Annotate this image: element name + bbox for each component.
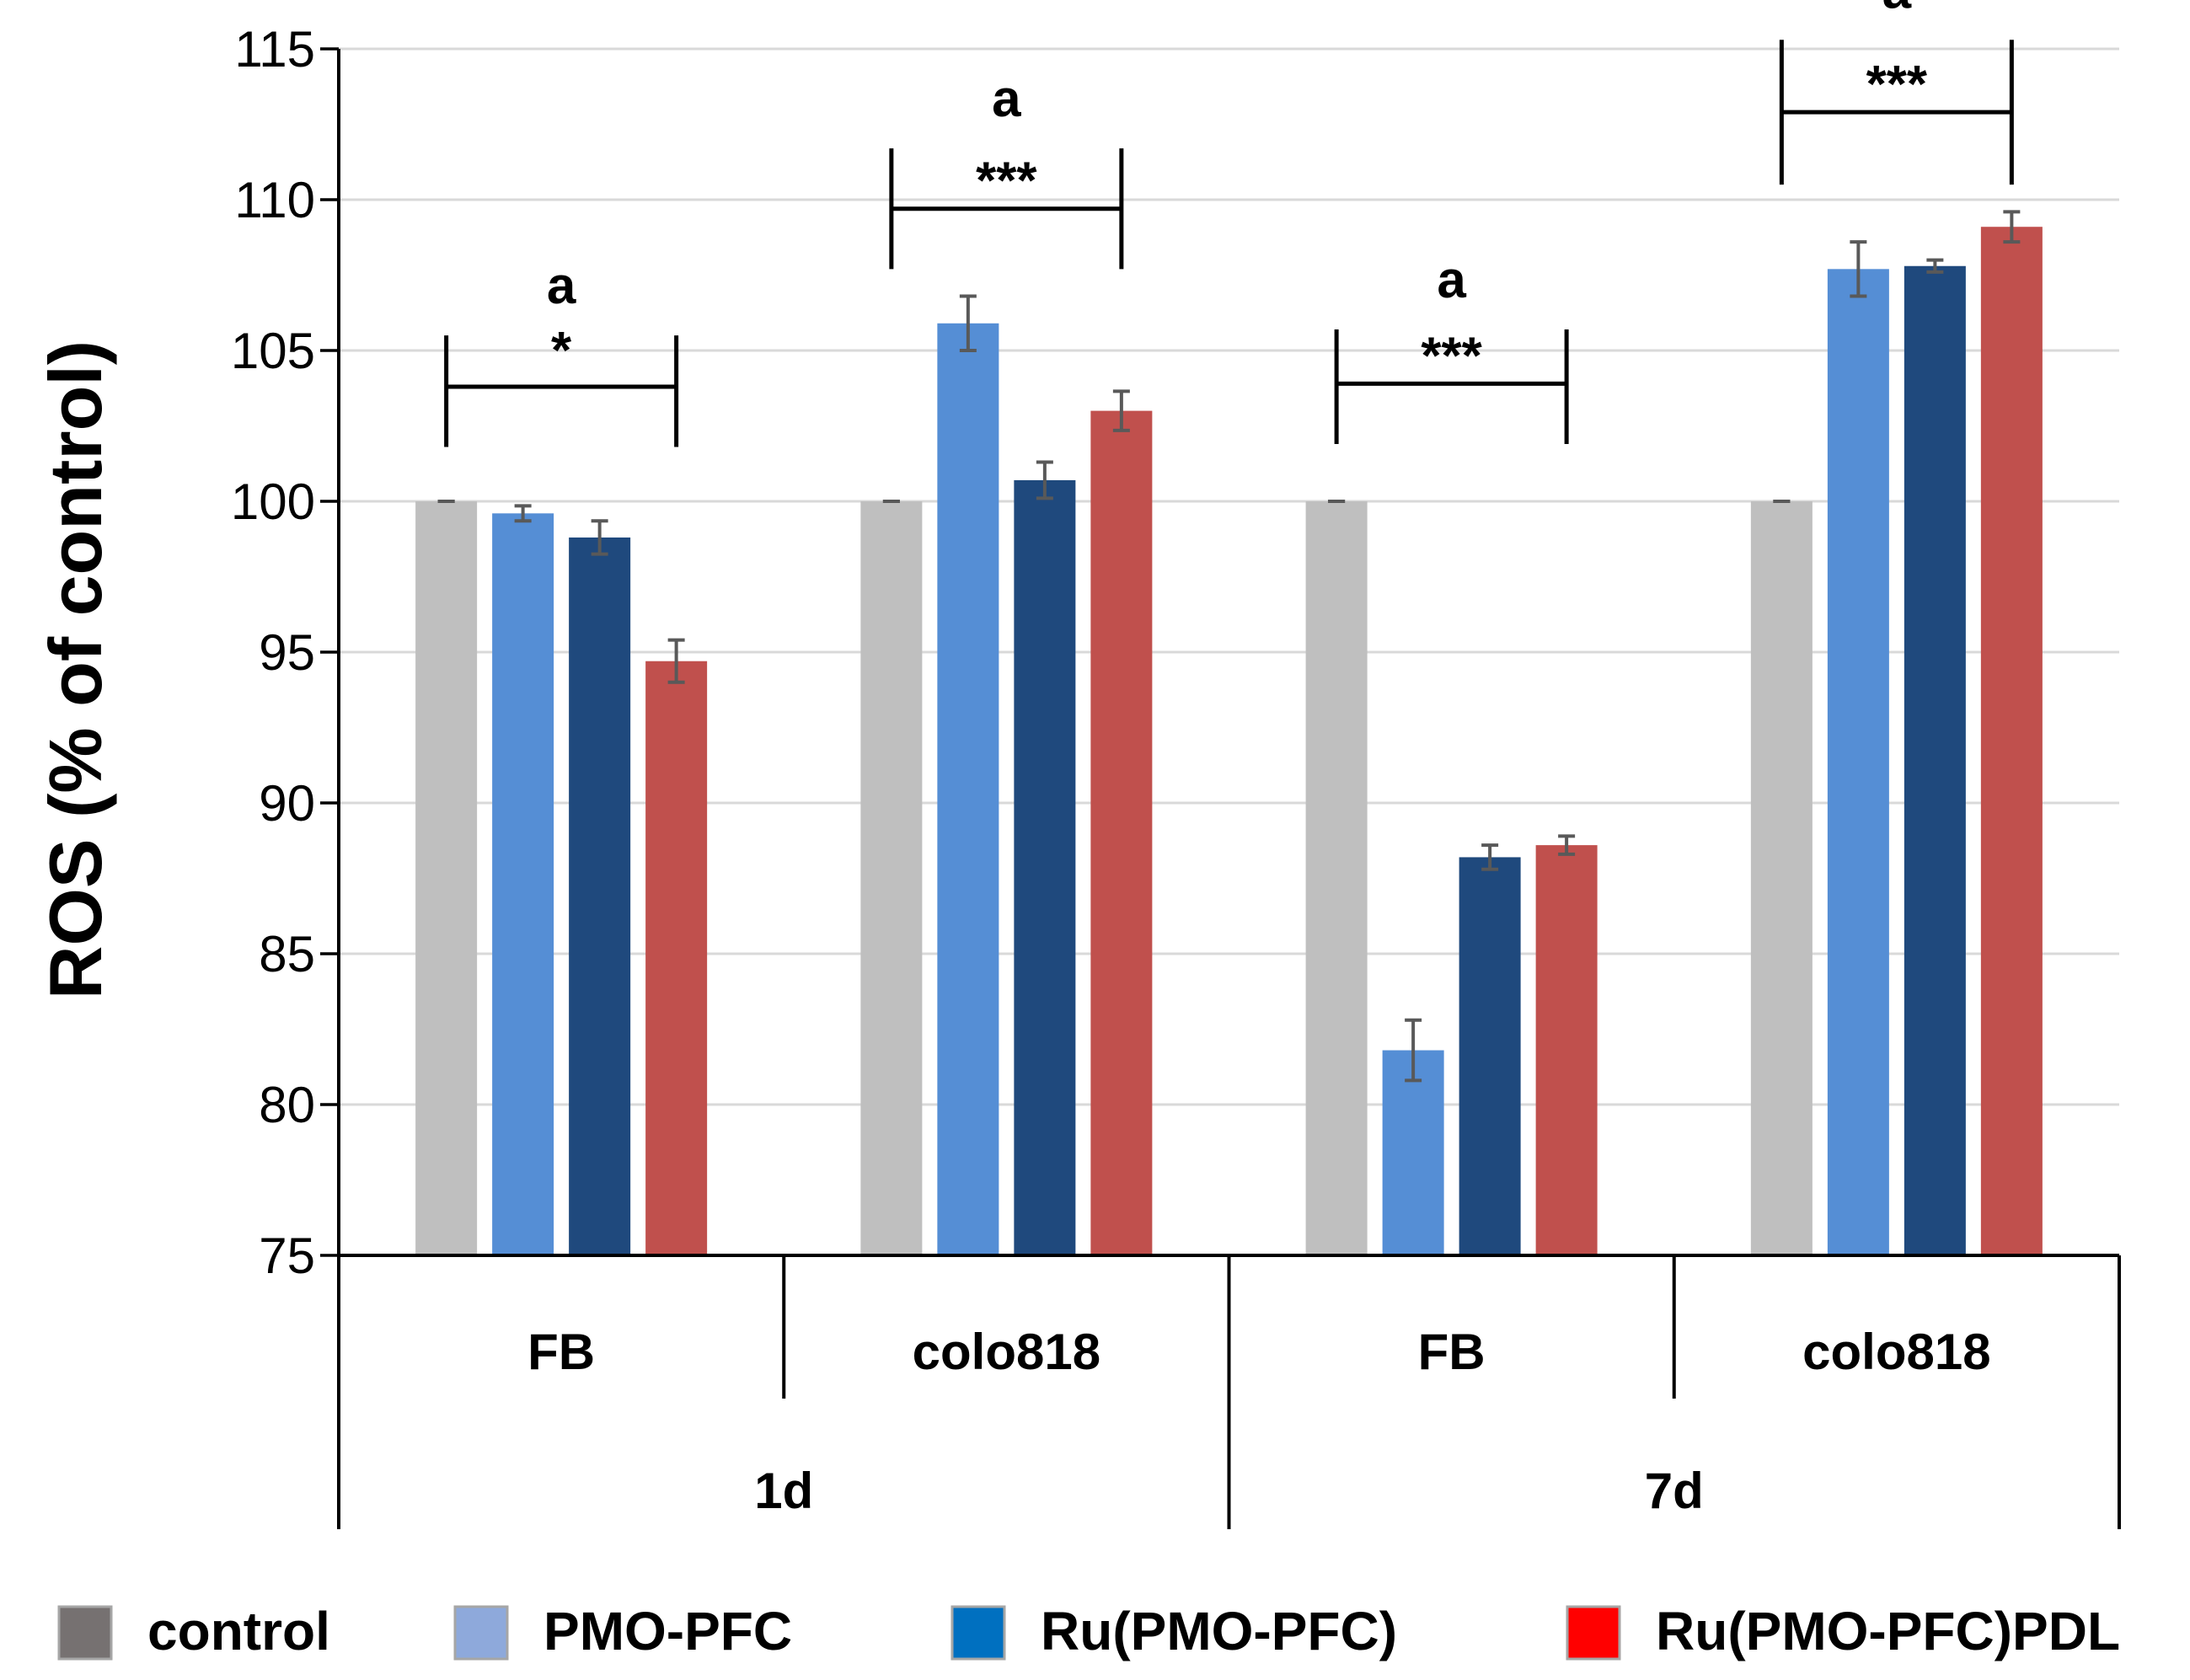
bar [1980,227,2043,1256]
legend-label: control [147,1601,330,1661]
y-tick-label: 100 [231,474,315,530]
y-tick-label: 85 [259,926,315,982]
bars [415,210,2043,1256]
y-tick-label: 90 [259,775,315,832]
bar [1827,269,1889,1256]
x-category-label: colo818 [1802,1324,1990,1380]
significance-stars: *** [1866,56,1928,114]
legend-swatch [57,1605,113,1661]
bar [1904,265,1966,1255]
y-tick-label: 95 [259,624,315,681]
x-category-label: colo818 [913,1324,1100,1380]
gridlines [320,47,2119,1257]
legend-label: Ru(PMO-PFC) [1041,1601,1397,1661]
bar [1014,479,1076,1255]
bar [937,323,999,1255]
legend-swatch [453,1605,509,1661]
y-tick-label: 75 [259,1228,315,1284]
legend: control PMO-PFC Ru(PMO-PFC) Ru(PMO-PFC)PDL [57,1601,2120,1661]
x-category-label: FB [527,1324,595,1380]
y-tick-label: 110 [234,172,315,228]
significance-stars: *** [1421,327,1482,385]
bar [1750,501,1813,1255]
significance-letter: a [992,70,1021,128]
bar [1382,1050,1444,1255]
time-group-label: 1d [754,1463,813,1519]
bar [1090,410,1153,1256]
significance-annotations: * a *** a *** a *** a [444,0,2014,447]
legend-swatch [950,1605,1006,1661]
significance-letter: a [547,257,576,315]
bar [645,661,708,1255]
y-axis-title: ROS (% of control) [34,340,117,999]
bar [569,537,631,1255]
legend-label: Ru(PMO-PFC)PDL [1656,1601,2120,1661]
x-category-labels: FB colo818 FB colo818 1d 7d [527,1324,1990,1519]
time-group-label: 7d [1645,1463,1704,1519]
bar [415,501,478,1255]
y-tick-label: 80 [259,1077,315,1133]
y-tick-label: 115 [234,21,315,78]
significance-stars: *** [976,152,1037,211]
legend-swatch [1566,1605,1621,1661]
legend-label: PMO-PFC [543,1601,792,1661]
x-category-label: FB [1418,1324,1486,1380]
axes [337,49,2121,1529]
bar [860,501,923,1255]
significance-letter: a [1437,251,1466,309]
bar [1305,501,1368,1255]
bar [492,513,554,1255]
significance-letter: a [1882,0,1912,19]
significance-stars: * [551,322,572,380]
y-tick-label: 105 [231,323,315,379]
y-tick-labels: 75 80 85 90 95 100 105 110 115 [231,21,315,1284]
bar [1535,845,1598,1255]
bar [1459,857,1521,1255]
